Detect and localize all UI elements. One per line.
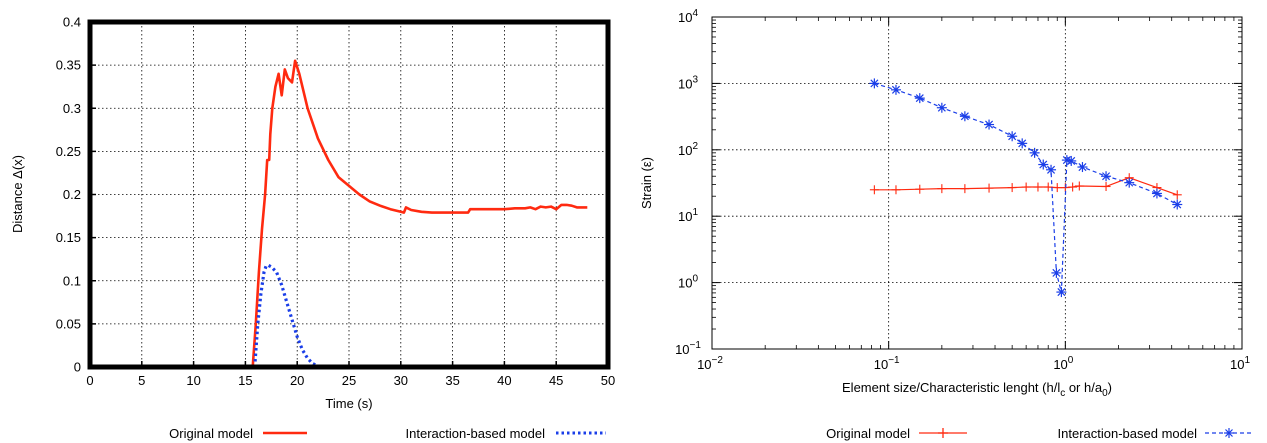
c2-point-original	[984, 183, 994, 193]
c2-xtick-label: 100	[1053, 355, 1073, 372]
c2-point-interaction	[1007, 131, 1018, 142]
c2-point-interaction	[1017, 138, 1028, 149]
c2-point-original	[960, 184, 970, 194]
c1-xtick-label: 35	[445, 373, 459, 388]
c2-point-interaction	[1172, 199, 1183, 210]
c2-xtick-label: 10−1	[874, 355, 900, 372]
c2-point-original	[891, 185, 901, 195]
c1-ytick-label: 0	[74, 360, 81, 375]
c1-legend: Original model Interaction-based model	[169, 426, 606, 441]
c2-point-original	[1033, 182, 1043, 192]
c1-ytick-label: 0.25	[56, 144, 81, 159]
c1-ytick-label: 0.2	[63, 187, 81, 202]
c2-legend-marker-original	[938, 428, 948, 438]
c2-point-interaction	[1029, 147, 1040, 158]
c1-legend-label-original: Original model	[169, 426, 253, 441]
c1-grid	[90, 22, 608, 367]
c2-legend: Original model Interaction-based model	[826, 426, 1253, 441]
c2-point-interaction	[1051, 267, 1062, 278]
c2-ytick-label: 104	[678, 8, 698, 25]
c2-legend-label-original: Original model	[826, 426, 910, 441]
c1-xtick-label: 15	[238, 373, 252, 388]
c2-legend-label-interaction: Interaction-based model	[1058, 426, 1198, 441]
c2-point-original	[1101, 182, 1111, 192]
c1-ytick-label: 0.3	[63, 101, 81, 116]
c2-point-interaction	[1038, 159, 1049, 170]
c2-point-interaction	[1046, 164, 1057, 175]
c2-point-interaction	[984, 119, 995, 130]
c2-ytick-label: 100	[678, 274, 698, 291]
c1-ytick-label: 0.1	[63, 273, 81, 288]
c1-xtick-label: 45	[549, 373, 563, 388]
c2-point-interaction	[1151, 188, 1162, 199]
c1-series-original-line	[251, 59, 588, 368]
c2-ytick-label: 101	[678, 207, 698, 224]
c2-ytick-label: 102	[678, 141, 698, 158]
c2-grid	[712, 17, 1242, 349]
c1-series-interaction-line	[253, 263, 324, 369]
distance-time-chart: 0 5 10 15 20 25 30 35 40 45 50 0 0.05 0.1 0.15 0.2 0.25 0…	[10, 15, 615, 442]
c2-point-original	[1021, 182, 1031, 192]
c1-xtick-label: 20	[290, 373, 304, 388]
c2-point-interaction	[1077, 162, 1088, 173]
c2-point-original	[1043, 182, 1053, 192]
c2-series	[869, 78, 1183, 298]
c1-xtick-label: 50	[601, 373, 615, 388]
c1-xtick-label: 10	[186, 373, 200, 388]
c2-ytick-label: 10−1	[675, 340, 701, 357]
c2-point-interaction	[936, 102, 947, 113]
c1-plot-frame	[87, 19, 611, 370]
c2-point-interaction	[1066, 155, 1077, 166]
c2-plot-frame	[711, 16, 1243, 350]
c1-xlabel: Time (s)	[325, 396, 372, 411]
c1-legend-label-interaction: Interaction-based model	[406, 426, 546, 441]
c1-ylabel: Distance Δ(x)	[10, 155, 25, 233]
c2-point-interaction	[1101, 171, 1112, 182]
c1-ytick-label: 0.05	[56, 316, 81, 331]
c1-ytick-label: 0.35	[56, 58, 81, 73]
c2-xtick-label: 10−2	[697, 355, 723, 372]
c2-series-interaction-line	[874, 82, 1178, 293]
c2-point-interaction	[1056, 287, 1067, 298]
c2-point-original	[1068, 182, 1078, 192]
c2-xlabel: Element size/Characteristic lenght (h/lc…	[842, 380, 1112, 399]
c1-ytick-label: 0.4	[63, 15, 81, 30]
c1-ticks: 0 5 10 15 20 25 30 35 40 45 50 0 0.05 0.1 0.15 0.2 0.25 0…	[56, 15, 616, 389]
c2-point-original	[915, 184, 925, 194]
c2-point-interaction	[890, 84, 901, 95]
c1-xtick-label: 25	[342, 373, 356, 388]
c2-point-original	[1172, 190, 1182, 200]
c1-xtick-label: 0	[86, 373, 93, 388]
c2-point-interaction	[1124, 177, 1135, 188]
c2-point-original	[1074, 181, 1084, 191]
c2-point-original	[937, 184, 947, 194]
c1-xtick-label: 30	[394, 373, 408, 388]
c2-point-original	[1007, 183, 1017, 193]
c1-xtick-label: 40	[497, 373, 511, 388]
c2-point-interaction	[914, 93, 925, 104]
c2-legend-marker-interaction	[1224, 428, 1234, 438]
c1-ytick-label: 0.15	[56, 230, 81, 245]
c2-point-original	[1052, 183, 1062, 193]
c2-point-interaction	[959, 111, 970, 122]
c1-xtick-label: 5	[138, 373, 145, 388]
c2-point-original	[869, 185, 879, 195]
c2-xtick-label: 101	[1230, 355, 1250, 372]
c2-ylabel: Strain (ε)	[639, 157, 654, 209]
c2-point-interaction	[869, 78, 880, 89]
c1-series	[251, 59, 588, 369]
c2-ytick-label: 103	[678, 74, 698, 91]
